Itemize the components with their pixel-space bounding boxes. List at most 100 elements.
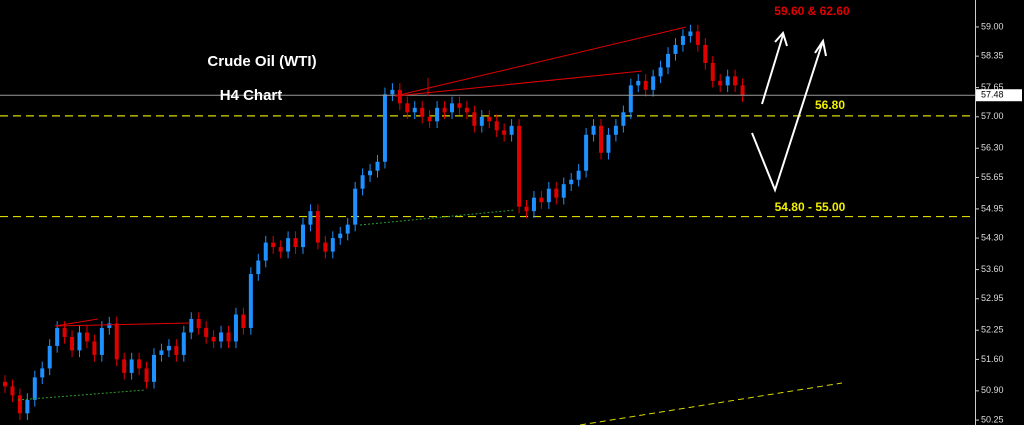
candle-body	[494, 121, 499, 131]
annotation: 56.80	[815, 98, 845, 112]
candle-body	[464, 107, 469, 113]
candle-body	[509, 125, 514, 135]
candle-body	[10, 386, 15, 396]
candle-body	[390, 89, 395, 95]
candle-body	[733, 76, 738, 86]
candle-body	[599, 125, 603, 153]
candle-body	[204, 327, 209, 337]
y-tick-label: 58.35	[981, 51, 1004, 61]
y-tick-label: 59.00	[981, 21, 1004, 31]
candle-body	[628, 85, 633, 113]
candle-body	[241, 314, 246, 328]
candle-body	[226, 332, 231, 342]
candle-body	[17, 395, 22, 414]
candle-body	[412, 107, 417, 113]
candle-body	[308, 211, 313, 225]
candle-body	[725, 76, 730, 86]
candle-body	[174, 345, 179, 355]
candle-body	[472, 112, 477, 126]
candle-body	[487, 116, 492, 122]
candle-body	[286, 238, 291, 252]
y-tick-label: 52.95	[981, 293, 1004, 303]
trend-line	[54, 318, 99, 327]
candle-body	[211, 336, 216, 342]
candle-body	[353, 188, 358, 225]
candle-body	[84, 332, 89, 342]
candle-body	[107, 323, 112, 328]
trend-line	[394, 70, 643, 97]
candle-body	[539, 197, 544, 203]
y-tick-label: 52.25	[981, 325, 1004, 335]
candle-body	[517, 125, 522, 207]
y-tick-label: 50.90	[981, 385, 1004, 395]
candle-body	[55, 327, 60, 346]
candle-body	[166, 345, 171, 351]
candle-body	[92, 341, 97, 355]
y-tick-label: 51.60	[981, 354, 1004, 364]
candle-body	[256, 260, 261, 275]
trend-line	[17, 389, 146, 401]
annotation: 54.80 - 55.00	[775, 200, 846, 214]
candle-body	[25, 399, 30, 414]
trend-line	[579, 382, 843, 425]
candle-body	[70, 336, 75, 351]
plot	[0, 24, 975, 421]
y-tick-label: 54.95	[981, 203, 1004, 213]
candle-body	[382, 94, 387, 162]
candle-body	[658, 67, 663, 77]
candle-body	[613, 125, 618, 135]
candle-body	[99, 327, 104, 355]
candle-body	[315, 211, 320, 243]
candle-body	[554, 188, 559, 198]
candle-body	[636, 80, 641, 86]
candle-body	[47, 345, 52, 369]
candle-body	[397, 89, 402, 104]
candle-body	[3, 381, 7, 387]
y-tick-label: 56.30	[981, 143, 1004, 153]
y-tick-label: 53.60	[981, 264, 1004, 274]
candle-body	[360, 175, 365, 189]
y-tick-label: 57.65	[981, 82, 1004, 92]
candle-body	[248, 274, 253, 328]
candle-body	[666, 53, 671, 68]
candle-body	[293, 238, 298, 248]
annotation: 59.60 & 62.60	[774, 4, 850, 18]
last-price-box	[976, 89, 1022, 102]
candle-body	[435, 107, 440, 122]
candle-body	[330, 238, 335, 252]
candle-body	[427, 116, 432, 122]
candle-body	[122, 359, 127, 373]
candle-body	[621, 112, 626, 126]
candle-body	[680, 35, 685, 45]
candle-body	[695, 31, 700, 45]
candle-body	[450, 103, 454, 113]
candle-body	[137, 359, 142, 369]
candle-body	[368, 170, 373, 176]
candle-body	[129, 359, 134, 373]
chart-title: Crude Oil (WTI)	[207, 53, 316, 70]
candle-body	[114, 323, 119, 360]
y-tick-label: 50.25	[981, 414, 1004, 424]
candle-body	[40, 368, 45, 378]
candle-body	[561, 184, 566, 198]
candle-body	[479, 116, 484, 126]
candle-body	[345, 224, 350, 234]
candle-body	[159, 350, 164, 355]
y-tick-label: 57.00	[981, 111, 1004, 121]
candle-body	[591, 125, 596, 135]
candle-body	[420, 107, 425, 117]
candle-body	[338, 233, 343, 239]
candle-body	[144, 368, 149, 382]
candle-body	[740, 85, 745, 96]
candle-body	[502, 130, 507, 135]
candle-body	[152, 354, 156, 382]
candle-body	[375, 161, 380, 171]
candle-body	[442, 107, 447, 113]
y-tick-label: 55.65	[981, 172, 1004, 182]
candle-body	[405, 103, 410, 113]
candle-body	[323, 242, 328, 252]
candle-body	[457, 103, 462, 108]
candle-body	[643, 80, 648, 90]
candle-body	[189, 318, 194, 333]
